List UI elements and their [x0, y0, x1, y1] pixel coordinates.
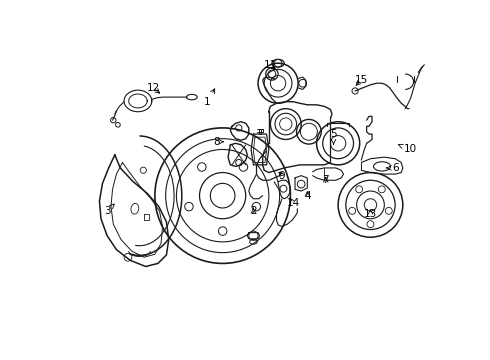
Text: 6: 6 [386, 163, 398, 173]
Text: 4: 4 [304, 191, 311, 201]
Text: 11: 11 [264, 60, 277, 70]
Text: 3: 3 [104, 204, 114, 216]
Text: 2: 2 [250, 206, 257, 216]
Text: 14: 14 [287, 198, 300, 208]
Text: 8: 8 [213, 137, 223, 147]
Text: 12: 12 [147, 83, 160, 93]
Text: 5: 5 [330, 129, 337, 145]
Text: 15: 15 [355, 75, 368, 85]
Text: 13: 13 [364, 209, 377, 219]
Text: 9: 9 [279, 171, 285, 181]
Text: 1: 1 [204, 89, 215, 108]
Text: 7: 7 [322, 175, 329, 185]
Text: 10: 10 [398, 144, 417, 154]
